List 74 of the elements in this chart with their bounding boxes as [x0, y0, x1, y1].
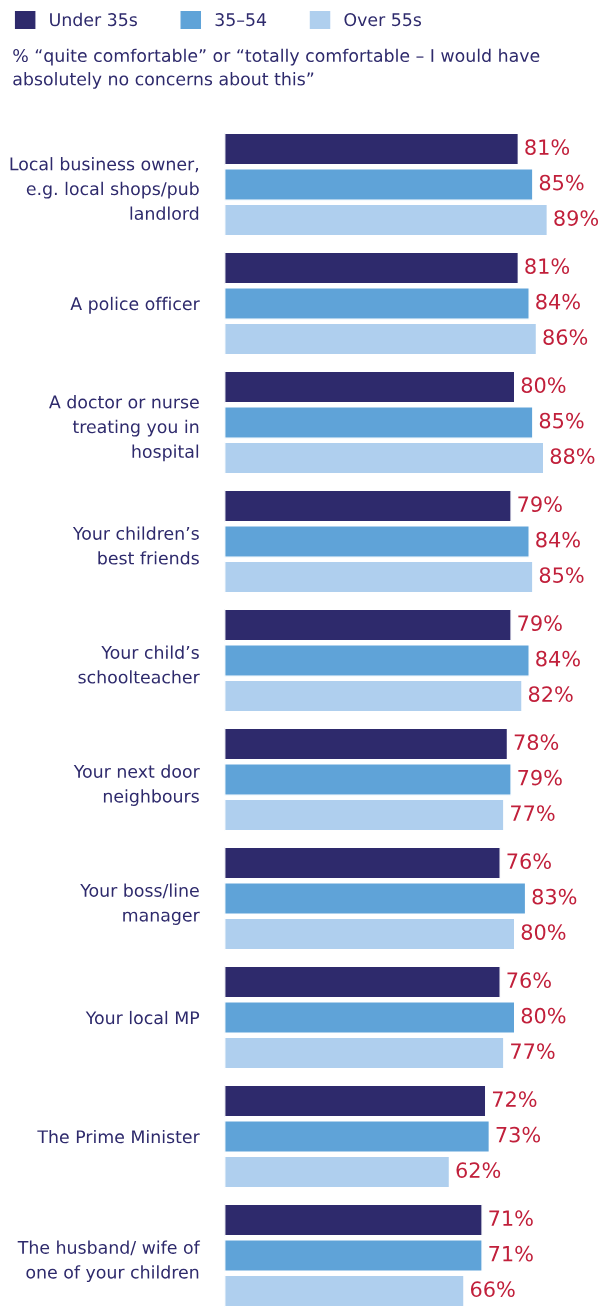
data-label: 73% [496, 1126, 541, 1143]
y-tick-label: Your next door neighbours [73, 764, 200, 806]
bar [224, 1203, 483, 1237]
bar [224, 441, 545, 475]
bar [224, 679, 523, 713]
data-label: 78% [514, 734, 559, 751]
data-label: 88% [550, 448, 595, 464]
data-label: 85% [539, 412, 584, 429]
bar [224, 882, 527, 915]
bar [224, 763, 512, 796]
bar [224, 1155, 451, 1189]
bar [224, 251, 520, 285]
bar [224, 406, 534, 439]
y-tick-label: Local business owner, e.g. local shops/pub landlord [10, 157, 199, 220]
data-label: 82% [528, 686, 573, 702]
data-label: 66% [470, 1281, 515, 1298]
bar [224, 727, 509, 761]
data-label: 80% [521, 1007, 566, 1024]
data-label: 89% [554, 210, 599, 226]
bar [224, 1239, 483, 1272]
y-tick-label: Your children’s best friends [72, 526, 199, 565]
data-label: 79% [518, 615, 562, 632]
bar [224, 965, 501, 999]
bar [224, 798, 505, 832]
y-tick-label: Your local MP [85, 1010, 200, 1025]
bar [224, 1274, 465, 1308]
data-label: 81% [525, 139, 570, 156]
chart-subtitle: % “quite comfortable” or “totally comfortable – I would have absolutely no concerns about this” [13, 48, 540, 89]
bar [224, 168, 534, 201]
data-label: 62% [456, 1162, 501, 1178]
data-label: 83% [532, 888, 577, 905]
bar [224, 608, 512, 642]
bar [224, 1001, 516, 1034]
data-label: 71% [489, 1210, 533, 1227]
data-label: 76% [507, 972, 551, 989]
bar [224, 917, 516, 951]
y-tick-label: The Prime Minister [37, 1129, 200, 1144]
data-label: 79% [518, 769, 562, 786]
y-tick-label: A doctor or nurse treating you in hospital [49, 395, 199, 462]
data-label: 81% [525, 258, 570, 275]
y-tick-label: The husband/ wife of one of your children [17, 1240, 201, 1283]
data-label: 72% [492, 1091, 537, 1108]
data-label: 85% [539, 567, 584, 583]
bar [224, 1036, 505, 1070]
bar [224, 489, 512, 523]
bar [224, 370, 516, 404]
legend-label: Under 35s [50, 12, 137, 27]
data-label: 77% [511, 1043, 555, 1059]
y-tick-label: A police officer [70, 296, 200, 314]
data-label: 80% [521, 924, 566, 940]
data-label: 84% [536, 293, 580, 310]
legend-label: Over 55s [344, 13, 422, 27]
data-label: 86% [543, 329, 588, 345]
data-label: 85% [539, 174, 584, 191]
data-label: 77% [511, 805, 555, 821]
data-label: 79% [518, 496, 562, 513]
bar [224, 644, 530, 677]
data-label: 84% [536, 531, 580, 548]
bar [224, 1120, 491, 1153]
bar [224, 287, 530, 320]
bar [224, 203, 549, 237]
data-label: 84% [536, 650, 580, 667]
data-label: 80% [521, 377, 566, 394]
data-label: 71% [489, 1245, 533, 1262]
data-label: 76% [507, 853, 551, 870]
y-tick-label: Your child’s schoolteacher [78, 645, 200, 684]
legend-label: 35–54 [215, 13, 267, 27]
bar [224, 525, 530, 558]
bar [224, 846, 501, 880]
bar [224, 560, 534, 594]
bar [224, 132, 520, 166]
y-tick-label: Your boss/line manager [80, 883, 200, 925]
bar [224, 1084, 487, 1118]
bar [224, 322, 538, 356]
